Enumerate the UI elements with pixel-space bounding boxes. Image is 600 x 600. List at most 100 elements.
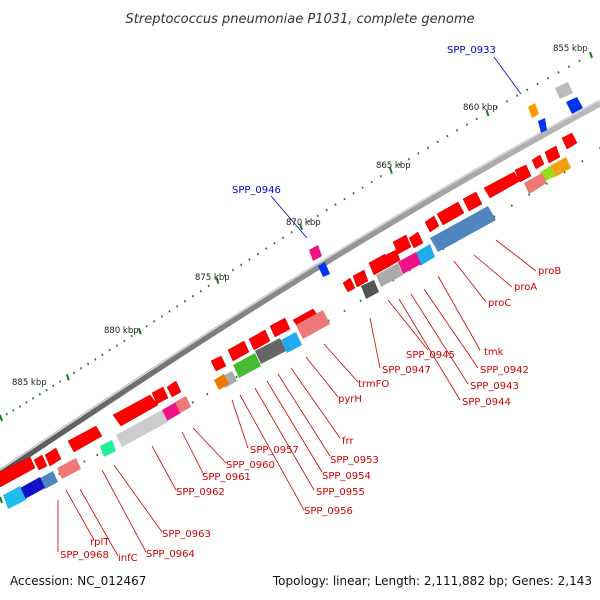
feature-box[interactable] [40,471,58,489]
gene-label-frr[interactable]: frr [342,436,354,447]
scale-minor-tick [73,371,76,375]
gene-label-proB[interactable]: proB [538,266,561,277]
feature-box[interactable] [255,338,286,364]
feature-box[interactable] [100,440,116,457]
scale-minor-tick [18,405,21,408]
gene-label-spp0955[interactable]: SPP_0955 [316,487,365,498]
scale-minor-tick [130,334,133,338]
feature-box[interactable] [361,280,379,299]
feature-box[interactable] [296,310,330,339]
feature-box[interactable] [175,396,191,413]
feature-box[interactable] [233,353,261,378]
gene-label-infC[interactable]: infC [118,553,138,564]
feature-box[interactable] [57,458,81,479]
label-leader [181,431,205,476]
reverse-strand-features [309,82,583,277]
gene-label-spp0961[interactable]: SPP_0961 [202,472,251,483]
tick-label-860: 860 kbp [463,103,498,113]
gene-arrow[interactable] [44,447,62,467]
feature-box[interactable] [398,252,421,274]
gene-label-spp0968[interactable]: SPP_0968 [60,550,109,561]
scale-minor-tick [282,236,285,240]
gene-label-spp0957[interactable]: SPP_0957 [250,445,299,456]
gene-arrow[interactable] [544,145,561,164]
scale-minor-tick [223,274,226,277]
gene-arrow[interactable] [210,355,227,372]
feature-box[interactable] [430,206,496,252]
feature-box[interactable] [281,332,302,353]
scale-minor-tick [273,242,276,245]
label-leader [290,367,341,439]
gene-label-rplT[interactable]: rplT [90,537,110,548]
gene-arrow[interactable] [531,154,545,170]
gene-label-spp0933[interactable]: SPP_0933 [447,45,496,56]
gene-arrow[interactable] [0,456,36,488]
scale-minor-tick [465,123,468,126]
gene-label-proC[interactable]: proC [488,298,511,309]
gene-arrow[interactable] [392,234,412,255]
feature-box[interactable] [415,244,435,266]
gene-label-spp0942[interactable]: SPP_0942 [480,365,529,376]
gene-arrow[interactable] [514,164,532,183]
gene-arrow[interactable] [67,425,103,453]
gene-arrow[interactable] [561,132,578,150]
gene-label-spp0956[interactable]: SPP_0956 [304,506,353,517]
gene-label-spp0964[interactable]: SPP_0964 [146,549,195,560]
feature-box[interactable] [376,263,403,287]
gene-arrow[interactable] [483,171,521,199]
feature-box[interactable] [566,97,583,114]
gene-arrow[interactable] [352,269,369,288]
gene-arrow[interactable] [166,380,182,398]
feature-box[interactable] [214,374,229,390]
gene-arrow[interactable] [269,317,291,338]
gene-arrow[interactable] [112,394,159,427]
scale-minor-tick [83,460,86,463]
label-leader [231,399,249,449]
feature-box[interactable] [20,477,45,499]
genome-summary: Topology: linear; Length: 2,111,882 bp; … [272,574,592,588]
feature-box[interactable] [528,103,539,118]
gene-label-spp0962[interactable]: SPP_0962 [176,487,225,498]
gene-arrow[interactable] [227,340,250,362]
gene-label-tmk[interactable]: tmk [484,347,504,358]
gene-label-trmFO[interactable]: trmFO [358,379,389,390]
scale-major-tick [137,327,142,335]
feature-box[interactable] [3,486,26,509]
label-leader [151,445,177,491]
feature-box[interactable] [318,262,330,277]
gene-arrow[interactable] [385,249,401,267]
gene-label-spp0963[interactable]: SPP_0963 [162,529,211,540]
feature-box[interactable] [162,402,181,421]
map-title: Streptococcus pneumoniae P1031, complete… [126,12,475,27]
gene-arrow[interactable] [151,386,169,405]
scale-minor-tick [87,362,90,366]
gene-label-spp0947[interactable]: SPP_0947 [382,365,431,376]
feature-box[interactable] [548,157,571,178]
gene-label-proA[interactable]: proA [514,282,537,293]
gene-label-spp0953[interactable]: SPP_0953 [330,455,379,466]
feature-box[interactable] [116,410,168,447]
gene-label-spp0943[interactable]: SPP_0943 [470,381,519,392]
feature-box[interactable] [555,82,573,99]
gene-label-spp0945[interactable]: SPP_0945 [406,350,455,361]
scale-minor-tick [199,289,202,293]
label-leader [192,427,227,464]
gene-arrow[interactable] [342,277,356,293]
feature-box[interactable] [538,118,547,133]
gene-arrow[interactable] [408,231,424,249]
feature-box[interactable] [309,245,322,261]
scale-minor-tick [115,344,118,347]
gene-arrow[interactable] [33,454,48,471]
gene-label-spp0944[interactable]: SPP_0944 [462,397,511,408]
gene-arrow[interactable] [462,191,483,212]
gene-arrow[interactable] [424,215,440,233]
gene-label-spp0946[interactable]: SPP_0946 [232,185,281,196]
gene-arrow[interactable] [436,201,465,226]
gene-label-spp0954[interactable]: SPP_0954 [322,471,371,482]
gene-arrow[interactable] [248,329,271,351]
feature-box[interactable] [524,173,547,194]
scale-minor-tick [325,208,328,212]
scale-minor-tick [153,320,156,323]
gene-label-spp0960[interactable]: SPP_0960 [226,460,275,471]
gene-label-pyrH[interactable]: pyrH [338,394,362,405]
